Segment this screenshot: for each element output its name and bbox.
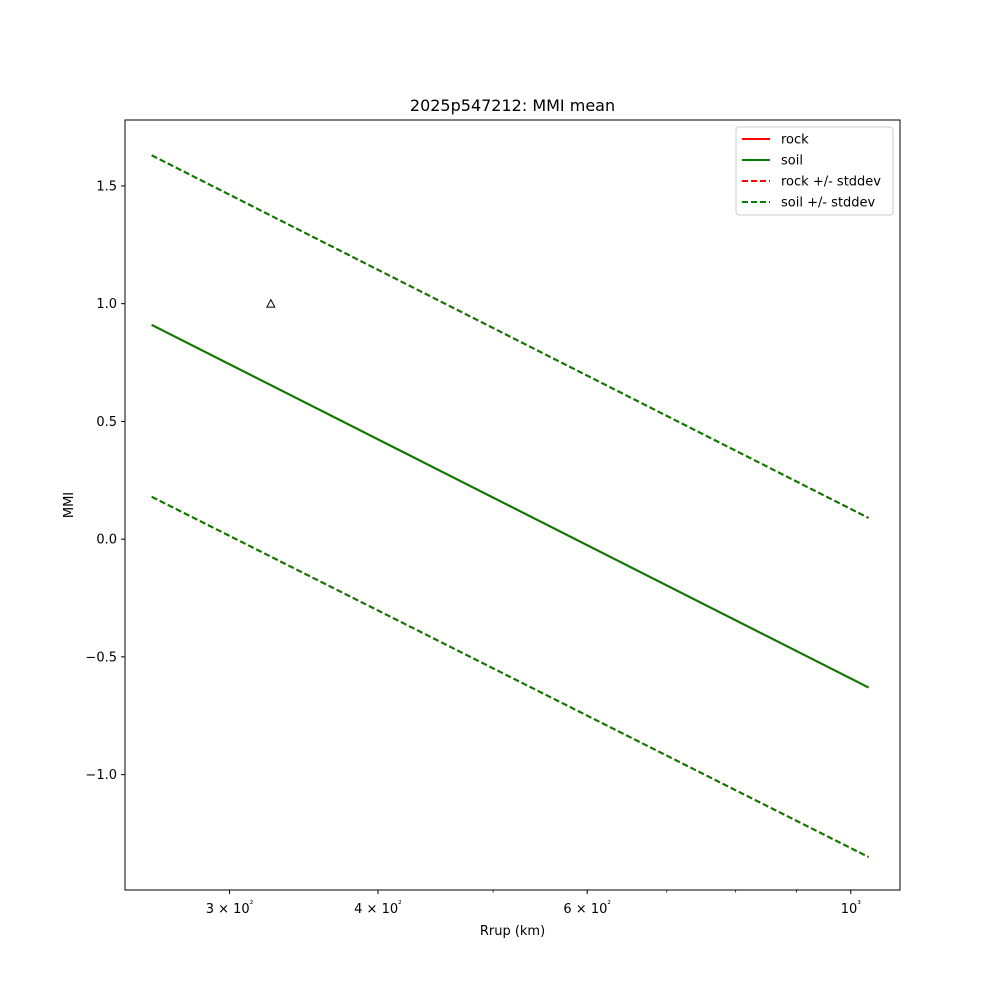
y-tick-label: 0.0 xyxy=(96,533,117,548)
chart-title: 2025p547212: MMI mean xyxy=(410,96,615,115)
y-tick-label: 1.0 xyxy=(96,297,117,312)
legend-label: rock xyxy=(781,133,809,148)
y-tick-label: −0.5 xyxy=(85,650,117,665)
x-axis-label: Rrup (km) xyxy=(480,924,545,939)
plot-frame xyxy=(124,119,901,891)
y-axis-label: MMI xyxy=(62,492,77,518)
legend-label: soil xyxy=(781,154,803,169)
series-soil-stddev-line xyxy=(151,154,870,519)
x-tick-label: 4 × 10² xyxy=(354,900,402,917)
x-tick-label: 6 × 10² xyxy=(563,900,611,917)
y-tick-label: 0.5 xyxy=(96,415,117,430)
y-tick-label: 1.5 xyxy=(96,179,117,194)
legend: rock soil rock +/- stddev soil +/- stddev xyxy=(735,126,894,216)
legend-box xyxy=(735,126,894,216)
series-soil-line xyxy=(151,323,870,689)
y-tick-label: −1.0 xyxy=(85,768,117,783)
series-soil-stddev-lower-line xyxy=(151,495,870,858)
observation-triangle-marker xyxy=(265,298,276,308)
x-tick-label: 10³ xyxy=(841,900,862,917)
legend-label: rock +/- stddev xyxy=(781,175,881,190)
x-tick-label: 3 × 10² xyxy=(206,900,254,917)
legend-label: soil +/- stddev xyxy=(781,196,876,211)
plot-area: −1.0 −0.5 0.0 0.5 1.0 1.5 3 × 10² 4 × 10² 6 × 10… xyxy=(85,119,901,917)
